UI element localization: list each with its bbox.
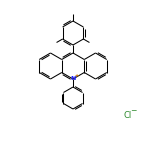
Text: +: + <box>75 73 79 78</box>
Text: Cl: Cl <box>123 111 131 119</box>
Text: N: N <box>71 76 76 81</box>
Text: −: − <box>130 107 136 116</box>
